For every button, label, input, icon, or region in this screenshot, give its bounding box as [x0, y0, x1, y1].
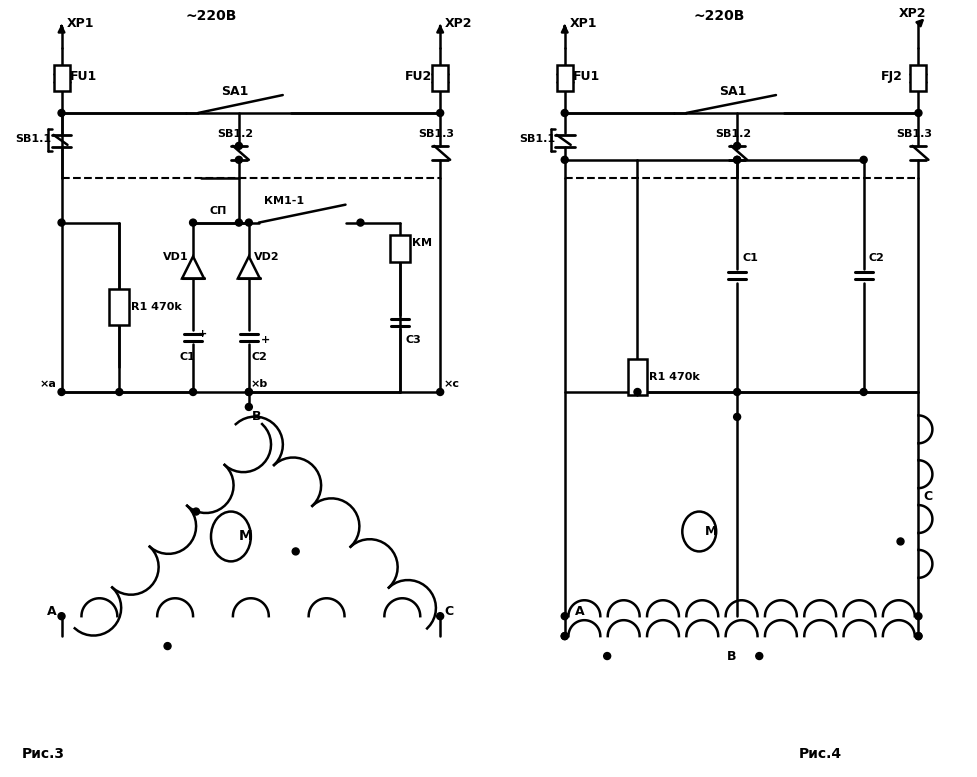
Text: SB1.3: SB1.3	[896, 129, 932, 139]
Text: ~220В: ~220В	[693, 9, 744, 23]
Circle shape	[914, 632, 921, 639]
Text: R1 470k: R1 470k	[131, 302, 182, 312]
Circle shape	[603, 653, 610, 660]
Circle shape	[561, 632, 568, 639]
Text: СП: СП	[209, 206, 226, 216]
Bar	[109, 289, 129, 326]
Circle shape	[115, 388, 123, 395]
Circle shape	[437, 388, 444, 395]
Text: A: A	[47, 605, 57, 618]
Circle shape	[860, 156, 867, 163]
Text: SA1: SA1	[221, 85, 248, 98]
Text: SB1.3: SB1.3	[418, 129, 453, 139]
Circle shape	[245, 219, 252, 226]
Circle shape	[235, 156, 242, 163]
Text: Рис.3: Рис.3	[21, 747, 64, 761]
Text: FU2: FU2	[404, 70, 432, 82]
Circle shape	[190, 219, 196, 226]
Circle shape	[733, 142, 740, 149]
Text: A: A	[574, 605, 583, 618]
Circle shape	[235, 142, 242, 149]
Text: ~220В: ~220В	[185, 9, 236, 23]
Text: ×b: ×b	[250, 379, 268, 389]
Text: C: C	[444, 605, 452, 618]
Circle shape	[733, 413, 740, 420]
Text: SB1.1: SB1.1	[519, 134, 555, 144]
Text: FJ2: FJ2	[879, 70, 902, 82]
Circle shape	[633, 388, 640, 395]
Circle shape	[437, 613, 444, 620]
Text: ×c: ×c	[443, 379, 458, 389]
Circle shape	[733, 388, 740, 395]
Bar	[54, 65, 69, 91]
Ellipse shape	[682, 511, 715, 552]
Text: XP2: XP2	[445, 17, 472, 30]
Bar	[432, 65, 447, 91]
Text: B: B	[726, 650, 735, 663]
Bar	[627, 359, 647, 395]
Circle shape	[561, 156, 568, 163]
Circle shape	[733, 156, 740, 163]
Text: +: +	[261, 335, 270, 345]
Circle shape	[192, 508, 199, 515]
Bar	[910, 65, 925, 91]
Text: ×a: ×a	[40, 379, 57, 389]
Circle shape	[561, 110, 568, 117]
Text: C1: C1	[179, 352, 194, 362]
Text: SA1: SA1	[718, 85, 745, 98]
Circle shape	[58, 110, 64, 117]
Text: C2: C2	[868, 253, 883, 263]
Text: C: C	[922, 490, 932, 503]
Circle shape	[58, 219, 64, 226]
Circle shape	[914, 613, 921, 620]
Circle shape	[190, 388, 196, 395]
Text: C1: C1	[742, 253, 757, 263]
Bar	[556, 65, 573, 91]
Text: FU1: FU1	[573, 70, 599, 82]
Circle shape	[58, 388, 64, 395]
Circle shape	[245, 403, 252, 410]
Text: М: М	[238, 529, 252, 543]
Ellipse shape	[211, 511, 250, 561]
Bar	[390, 235, 410, 263]
Circle shape	[357, 219, 363, 226]
Circle shape	[860, 388, 867, 395]
Text: B: B	[252, 410, 261, 423]
Text: SB1.2: SB1.2	[714, 129, 750, 139]
Circle shape	[561, 632, 568, 639]
Polygon shape	[182, 256, 204, 278]
Text: VD2: VD2	[254, 253, 279, 263]
Text: SB1.2: SB1.2	[217, 129, 253, 139]
Text: XP1: XP1	[66, 17, 94, 30]
Text: C3: C3	[404, 335, 421, 345]
Circle shape	[561, 613, 568, 620]
Text: VD1: VD1	[163, 253, 189, 263]
Text: R1 470k: R1 470k	[649, 372, 700, 382]
Text: XP2: XP2	[898, 7, 925, 20]
Circle shape	[437, 110, 444, 117]
Circle shape	[914, 110, 921, 117]
Text: FU1: FU1	[69, 70, 97, 82]
Text: КМ1-1: КМ1-1	[264, 196, 304, 206]
Circle shape	[245, 388, 252, 395]
Circle shape	[755, 653, 762, 660]
Circle shape	[896, 538, 903, 545]
Circle shape	[164, 643, 171, 650]
Text: КМ: КМ	[412, 238, 432, 248]
Text: SB1.1: SB1.1	[16, 134, 52, 144]
Circle shape	[235, 219, 242, 226]
Text: C2: C2	[252, 352, 268, 362]
Text: М: М	[704, 525, 717, 538]
Text: XP1: XP1	[570, 17, 597, 30]
Circle shape	[58, 613, 64, 620]
Circle shape	[292, 548, 299, 555]
Text: +: +	[197, 329, 207, 340]
Circle shape	[914, 632, 921, 639]
Text: Рис.4: Рис.4	[798, 747, 841, 761]
Circle shape	[733, 156, 740, 163]
Circle shape	[245, 388, 252, 395]
Polygon shape	[237, 256, 260, 278]
